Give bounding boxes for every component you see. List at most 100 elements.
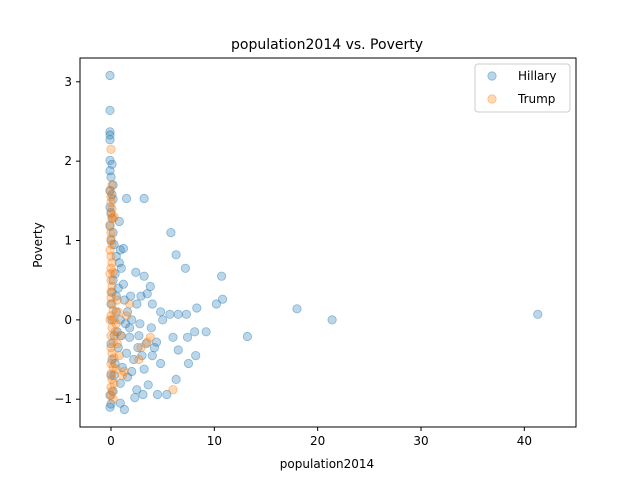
- data-point-hillary: [105, 135, 115, 145]
- data-point-trump: [108, 213, 118, 223]
- data-point-trump: [110, 327, 120, 337]
- data-point-hillary: [162, 389, 172, 400]
- data-point-trump: [108, 337, 118, 347]
- data-point-trump: [112, 339, 122, 349]
- data-point-trump: [145, 332, 155, 342]
- data-point-trump: [106, 228, 116, 238]
- data-point-trump: [107, 204, 117, 214]
- data-point-trump: [109, 315, 119, 325]
- data-point-trump: [114, 350, 124, 361]
- data-point-trump: [106, 342, 116, 353]
- data-point-trump: [109, 353, 119, 363]
- data-point-hillary: [109, 370, 119, 380]
- data-point-trump: [106, 192, 116, 202]
- data-point-hillary: [139, 364, 149, 374]
- x-tick-label: 40: [517, 434, 532, 448]
- data-point-trump: [106, 275, 116, 285]
- data-point-hillary: [105, 221, 115, 231]
- data-point-hillary: [133, 342, 143, 353]
- axes-layer: 0 10 20 30 40 −1 0 1 2 3: [54, 57, 577, 448]
- y-tick-label: 3: [64, 75, 72, 89]
- data-point-hillary: [190, 327, 200, 337]
- data-point-hillary: [158, 315, 168, 325]
- data-point-trump: [107, 348, 117, 358]
- data-point-trump: [105, 315, 115, 325]
- data-point-hillary: [113, 342, 123, 353]
- data-point-hillary: [107, 189, 117, 200]
- data-point-hillary: [115, 378, 125, 388]
- data-point-hillary: [107, 354, 117, 365]
- data-point-hillary: [147, 299, 157, 309]
- data-point-trump: [106, 209, 116, 219]
- data-point-hillary: [117, 362, 128, 373]
- data-point-hillary: [131, 267, 141, 277]
- data-point-hillary: [171, 374, 181, 384]
- data-point-hillary: [135, 319, 145, 329]
- data-point-hillary: [105, 402, 115, 412]
- data-point-trump: [106, 293, 116, 303]
- data-point-hillary: [118, 279, 129, 289]
- data-point-hillary: [166, 228, 176, 238]
- data-point-hillary: [242, 331, 252, 342]
- data-point-hillary: [192, 303, 202, 313]
- data-point-hillary: [142, 289, 152, 299]
- data-point-trump: [107, 386, 117, 396]
- data-point-hillary: [139, 271, 149, 281]
- data-point-hillary: [173, 345, 183, 355]
- data-point-hillary: [105, 105, 115, 116]
- data-point-trump: [106, 234, 116, 244]
- data-point-trump: [125, 299, 135, 309]
- data-point-trump: [106, 144, 116, 154]
- x-tick-label: 20: [310, 434, 325, 448]
- data-point-trump: [106, 311, 116, 321]
- data-point-trump: [108, 362, 118, 373]
- x-tick-label: 0: [107, 434, 115, 448]
- data-point-hillary: [156, 358, 166, 369]
- y-axis-label: Poverty: [31, 222, 45, 267]
- data-point-hillary: [107, 315, 117, 325]
- data-point-trump: [107, 239, 117, 250]
- data-point-hillary: [201, 327, 211, 337]
- data-point-hillary: [533, 309, 543, 319]
- data-point-trump: [108, 394, 118, 404]
- data-point-trump: [106, 382, 116, 392]
- data-point-hillary: [125, 323, 135, 333]
- data-point-hillary: [105, 166, 115, 176]
- data-point-hillary: [108, 194, 118, 204]
- data-point-trump: [107, 323, 117, 333]
- data-point-hillary: [106, 339, 116, 349]
- y-tick-label: −1: [54, 392, 72, 406]
- data-point-hillary: [125, 332, 135, 342]
- data-point-hillary: [141, 339, 151, 349]
- data-point-hillary: [146, 323, 156, 333]
- data-point-hillary: [149, 342, 159, 353]
- data-point-hillary: [105, 70, 115, 81]
- data-point-hillary: [217, 271, 227, 281]
- data-point-hillary: [156, 307, 166, 317]
- data-point-hillary: [129, 354, 139, 365]
- data-point-hillary: [105, 127, 115, 137]
- data-point-hillary: [107, 159, 117, 169]
- legend-box: [474, 63, 571, 113]
- legend-marker-hillary: [487, 71, 497, 81]
- data-point-hillary: [114, 216, 124, 227]
- data-point-trump: [109, 378, 119, 388]
- data-point-hillary: [165, 309, 175, 319]
- data-point-hillary: [108, 180, 118, 190]
- data-point-hillary: [122, 307, 133, 317]
- data-point-hillary: [134, 331, 144, 341]
- data-point-hillary: [130, 392, 140, 403]
- data-point-hillary: [136, 291, 146, 301]
- data-point-trump: [168, 385, 178, 395]
- data-point-hillary: [181, 309, 191, 319]
- data-point-trump: [106, 197, 116, 207]
- data-point-trump: [107, 180, 117, 190]
- data-point-hillary: [132, 385, 142, 395]
- data-point-hillary: [110, 358, 120, 369]
- data-point-hillary: [211, 299, 221, 309]
- data-point-trump: [136, 342, 146, 353]
- plot-frame: [79, 57, 577, 428]
- data-point-trump: [106, 263, 116, 273]
- data-point-hillary: [106, 370, 116, 380]
